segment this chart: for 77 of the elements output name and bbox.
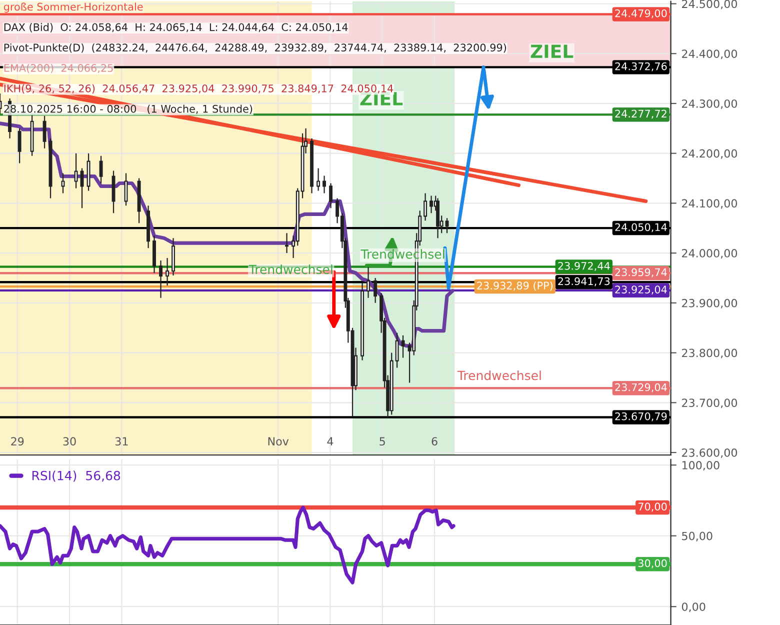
x-tick-label: 30: [63, 437, 76, 446]
candlestick: [360, 282, 364, 361]
candlestick: [146, 205, 150, 249]
y-tick-label: 23.700,00: [682, 398, 738, 408]
x-tick-label: 5: [380, 437, 385, 446]
annotation: große Sommer-Horizontale: [4, 2, 143, 13]
x-tick-label: 6: [432, 437, 438, 446]
ref-line-label: 23.670,79: [615, 412, 667, 422]
ref-line-label: 24.479,00: [615, 9, 667, 18]
y-tick-label: 24.000,00: [682, 249, 738, 259]
candlestick: [374, 277, 378, 304]
ref-line-label: 24.372,76: [615, 62, 667, 72]
candlestick: [322, 175, 326, 194]
candlestick: [152, 235, 156, 274]
annotation: ZIEL: [360, 92, 403, 106]
candlestick: [61, 172, 65, 194]
candlestick: [137, 178, 141, 224]
candlestick: [80, 168, 84, 209]
annotation: EMA(200) 24.066,25: [4, 64, 113, 74]
candlestick: [166, 257, 170, 286]
candlestick: [86, 152, 90, 192]
ref-line-label: 24.277,72: [615, 110, 666, 119]
annotation: Trendwechsel: [248, 264, 332, 274]
candlestick: [74, 152, 78, 189]
y-tick-label: 24.400,00: [682, 50, 738, 60]
ref-line-label: 23.932,89 (PP): [477, 281, 553, 291]
candlestick: [329, 182, 333, 209]
annotation: IKH(9, 26, 52, 26) 24.056,47 23.925,04 23.990,75 23.849,17 24.050,14: [4, 84, 394, 94]
ref-line-label: 23.959,74: [615, 268, 667, 278]
candlestick: [99, 155, 103, 184]
annotation: 28.10.2025 16:00 - 08:00 (1 Woche, 1 Stunde): [4, 104, 252, 114]
y-tick-label: 23.600,00: [682, 448, 738, 458]
candlestick: [42, 115, 46, 149]
candlestick: [390, 352, 394, 416]
line-series: [0, 506, 456, 584]
y-tick-label: 24.500,00: [682, 0, 738, 10]
candlestick: [112, 170, 116, 214]
ref-line-label: 70,00: [638, 502, 667, 512]
ref-line-label: 24.050,14: [615, 223, 667, 232]
candlestick: [285, 232, 289, 254]
candlestick: [310, 138, 314, 194]
candlestick: [395, 332, 399, 368]
y-tick-label: 0,00: [682, 602, 706, 612]
annotation: ZIEL: [530, 44, 574, 58]
candlestick: [424, 192, 428, 222]
x-tick-label: 4: [327, 437, 334, 446]
ref-line-label: 23.925,04: [615, 286, 667, 295]
candlestick: [401, 334, 405, 358]
y-tick-label: 23.800,00: [682, 348, 738, 358]
ref-line-label: 30,00: [638, 559, 667, 568]
y-tick-label: 24.100,00: [682, 199, 738, 209]
y-tick-label: 100,00: [682, 461, 720, 471]
candlestick: [445, 218, 449, 234]
candlestick: [159, 260, 163, 298]
y-tick-label: 50,00: [682, 532, 712, 542]
annotation: DAX (Bid) O: 24.058,64 H: 24.065,14 L: 24.044,64 C: 24.050,14: [4, 23, 348, 32]
candlestick: [172, 238, 175, 276]
candlestick: [48, 138, 52, 199]
ref-line-label: 23.972,44: [558, 262, 610, 271]
candlestick: [366, 264, 370, 298]
y-tick-label: 24.200,00: [682, 149, 738, 159]
candlestick: [430, 195, 433, 214]
x-tick-label: 31: [115, 437, 128, 446]
candlestick: [124, 172, 128, 206]
annotation: Pivot-Punkte(D) (24832.24, 24476.64, 24288.49, 23932.89, 23744.74, 23389.14, 23200.99): [4, 43, 506, 53]
legend-label: RSI(14) 56,68: [32, 470, 120, 482]
x-tick-label: 29: [11, 437, 24, 446]
y-tick-label: 24.300,00: [682, 99, 738, 109]
candlestick: [18, 128, 22, 164]
ref-line-label: 23.729,04: [615, 383, 667, 392]
ref-line-label: 23.941,73: [558, 277, 610, 286]
candlestick: [316, 168, 320, 192]
annotation: Trendwechsel: [457, 370, 541, 380]
y-tick-label: 23.900,00: [682, 298, 738, 308]
candlestick: [436, 198, 440, 239]
x-tick-label: Nov: [268, 437, 289, 446]
annotation: Trendwechsel: [360, 249, 444, 259]
